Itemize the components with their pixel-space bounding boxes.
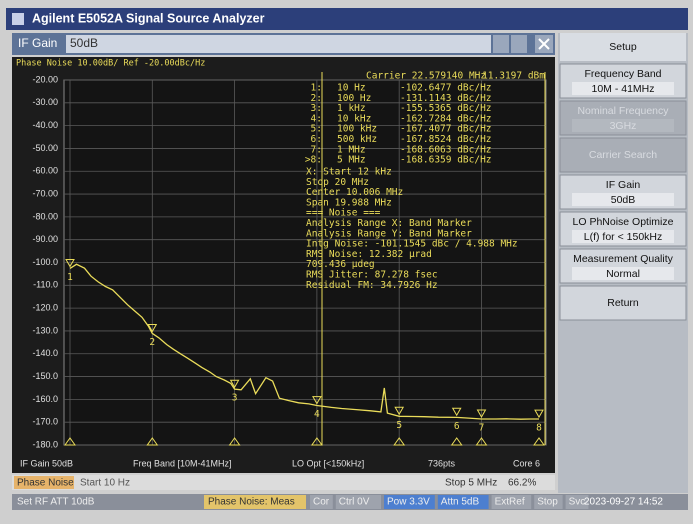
chart-title: Phase Noise 10.00dB/ Ref -20.00dBc/Hz [16,59,205,69]
y-tick-label: -180.0 [32,439,58,449]
y-tick-label: -170.0 [32,417,58,427]
screen: Agilent E5052A Signal Source Analyzer IF… [0,0,693,524]
softkey-label: Carrier Search [589,149,657,161]
softkey-label: Return [607,297,639,309]
footer-item: LO Opt [<150kHz] [292,458,364,468]
sweep-mode: Phase Noise [17,478,74,489]
marker-label: 3 [232,393,238,404]
softkey-label: Nominal Frequency [577,105,669,117]
status-flags: Cor Ctrl 0V Pow 3.3V Attn 5dB ExtRef Stop Svc [310,495,588,509]
marker-id: >8: [305,155,322,166]
footer-item: 736pts [428,458,456,468]
entry-field[interactable] [66,35,491,53]
softkey-label: LO PhNoise Optimize [573,216,674,228]
marker-freq: 5 MHz [337,155,366,166]
softkey-label: Measurement Quality [573,253,674,265]
plot: -20.00 -30.00 -40.00 -50.00 -60.00 -70.00 -80.… [32,71,546,450]
softkey-label: IF Gain [606,179,641,191]
status-datetime: 2023-09-27 14:52 [584,497,663,508]
entry-label: IF Gain [18,36,57,50]
window-title: Agilent E5052A Signal Source Analyzer [32,11,265,25]
status-flag: ExtRef [495,497,525,508]
status-flag: Cor [313,497,330,508]
y-tick-label: -80.00 [32,211,58,221]
marker-label: 4 [314,409,320,420]
status-flag: Stop [537,497,558,508]
softkey-label: Frequency Band [584,68,661,80]
marker-label: 2 [149,337,155,348]
status-flag: Pow 3.3V [387,497,430,508]
footer-item: IF Gain 50dB [20,458,73,468]
status-message: Set RF ATT 10dB [17,497,95,508]
step-button[interactable] [493,35,509,53]
softkey-value: 10M - 41MHz [591,83,654,95]
marker-label: 1 [67,272,73,283]
y-tick-label: -60.00 [32,166,58,176]
step-button[interactable] [511,35,527,53]
y-tick-label: -30.00 [32,97,58,107]
softkey-value: 3GHz [610,120,637,132]
status-meas: Phase Noise: Meas [208,497,295,508]
softkey-title: Setup [609,41,637,53]
marker-label: 5 [396,420,402,431]
softkey-value: Normal [606,268,640,280]
status-flag: Svc [569,497,586,508]
y-tick-label: -20.00 [32,74,58,84]
y-tick-label: -40.00 [32,120,58,130]
y-tick-label: -110.0 [33,280,58,290]
sweep-start: Start 10 Hz [80,478,130,489]
y-tick-label: -150.0 [32,371,58,381]
carrier: Carrier 22.579140 MHz [366,71,486,82]
y-tick-label: -90.00 [32,234,58,244]
y-tick-label: -70.00 [32,188,58,198]
footer-item: Freq Band [10M-41MHz] [133,458,232,468]
y-tick-label: -140.0 [32,348,58,358]
status-flag: Attn 5dB [441,497,480,508]
softkey-value: 50dB [611,194,636,206]
softkeys: Frequency Band 10M - 41MHz Nominal Frequen… [560,64,686,320]
y-tick-label: -130.0 [32,325,58,335]
marker-label: 6 [454,421,460,432]
carrier-power: 11.3197 dBm [482,71,545,82]
annotation: Residual FM: 34.7926 Hz [306,280,438,291]
y-tick-label: -120.0 [32,303,58,313]
y-tick-label: -160.0 [32,394,58,404]
sweep-stop: Stop 5 MHz [445,478,497,489]
sweep-progress: 66.2% [508,478,536,489]
softkey-value: L(f) for < 150kHz [584,231,663,243]
marker-value: -168.6359 dBc/Hz [400,155,492,166]
entry-value: 50dB [70,36,98,50]
footer-item: Core 6 [513,458,540,468]
app-icon [12,13,24,25]
y-tick-label: -100.0 [32,257,58,267]
status-flag: Ctrl 0V [339,497,370,508]
marker-label: 7 [479,423,485,434]
marker-label: 8 [536,423,542,434]
y-tick-label: -50.00 [32,143,58,153]
